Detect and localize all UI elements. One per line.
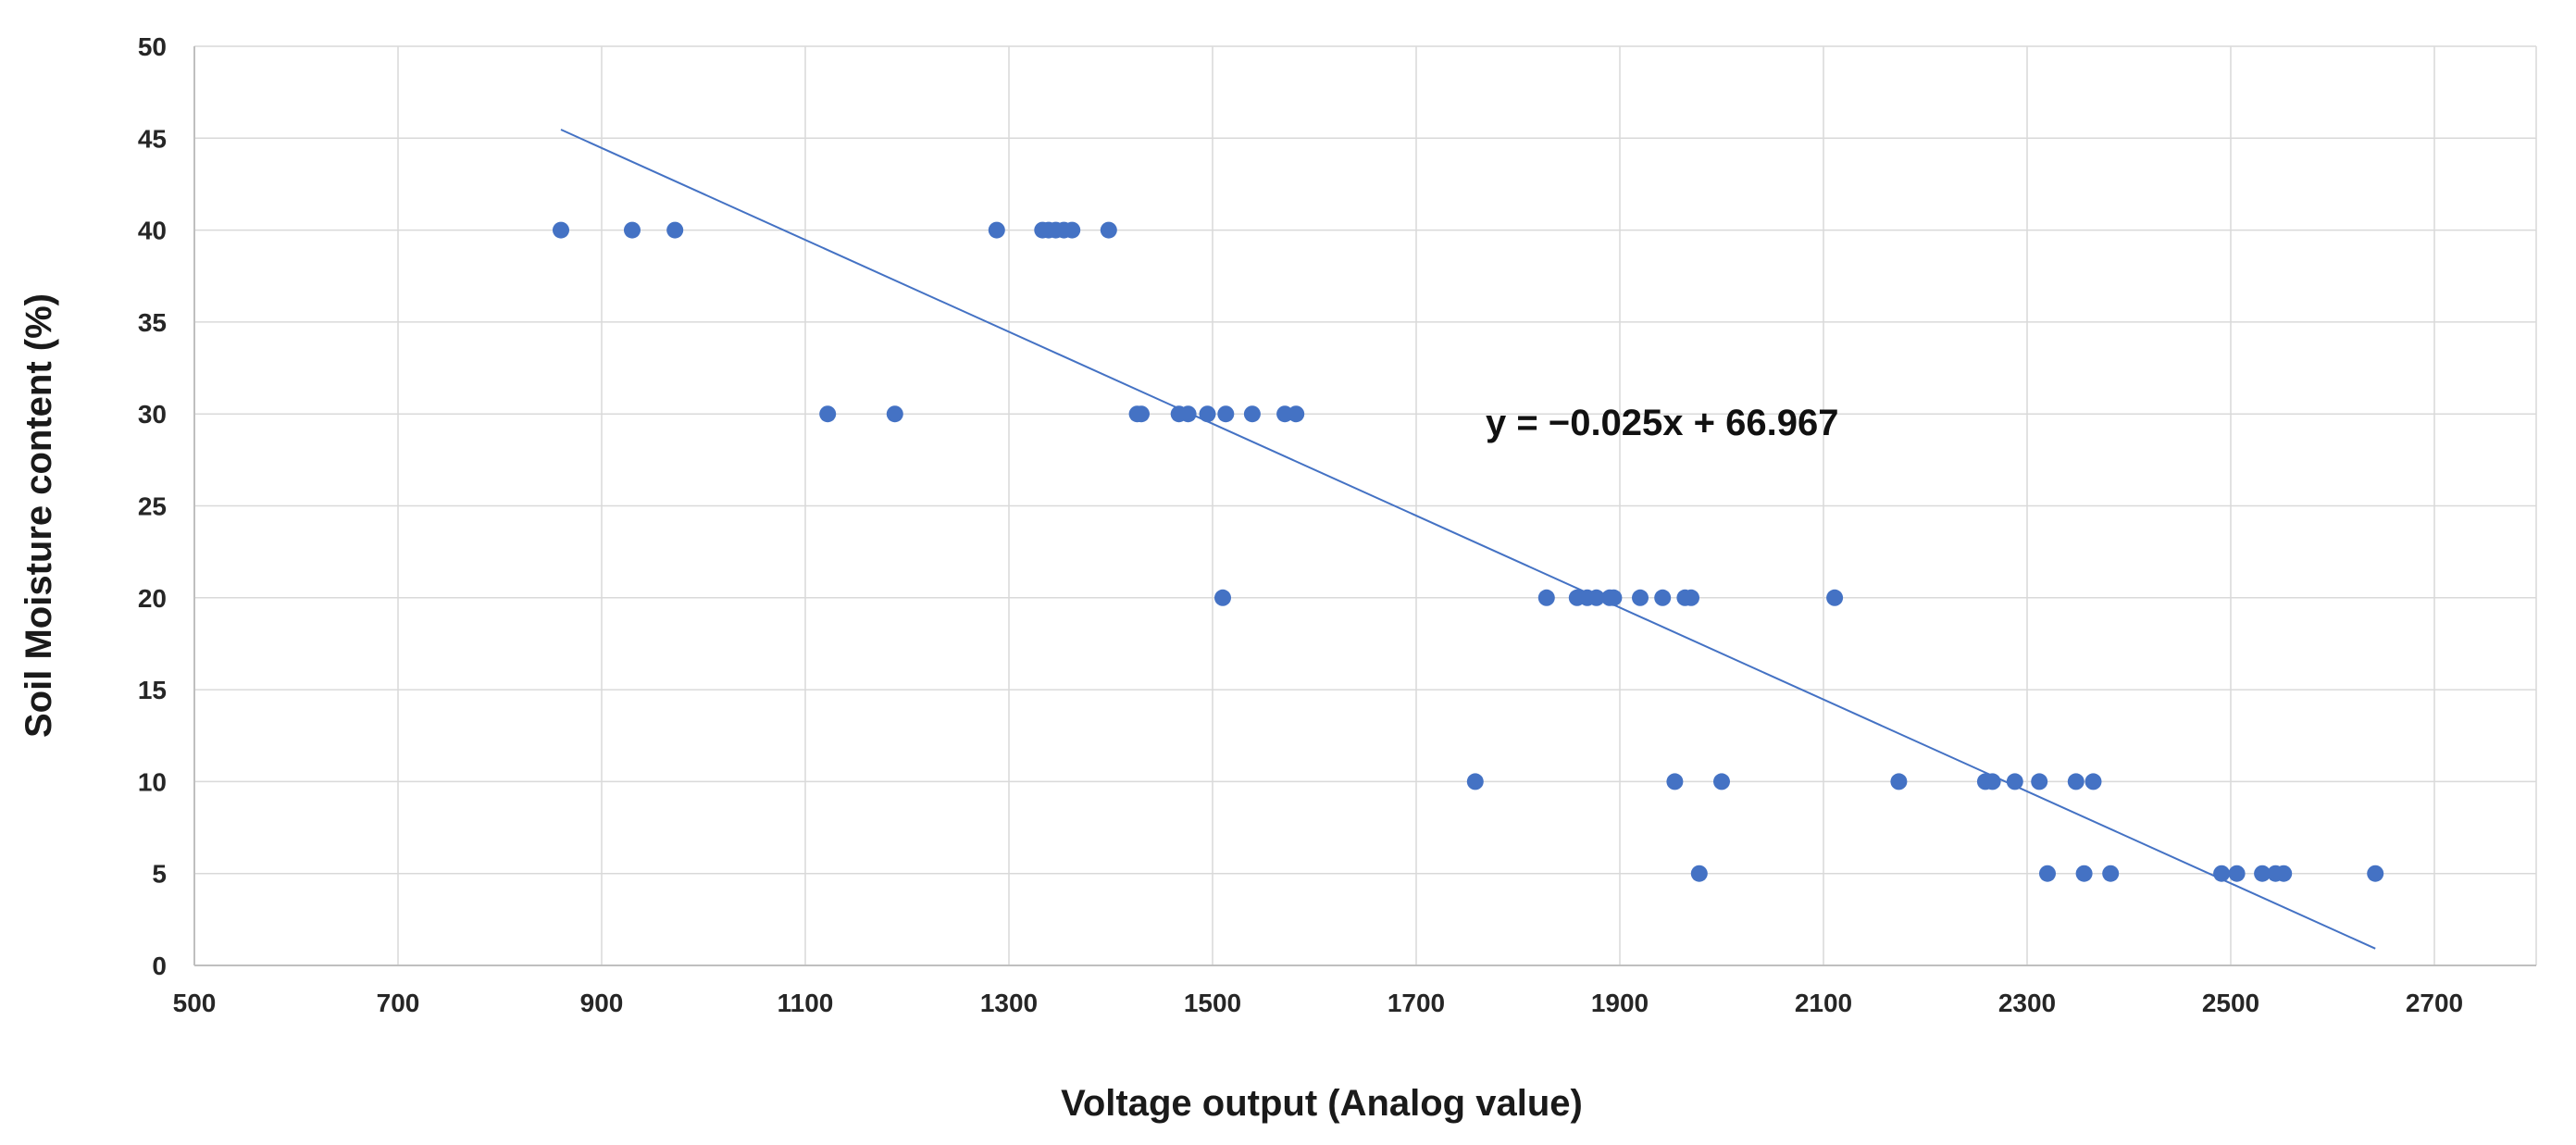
data-point (1666, 773, 1684, 790)
x-tick-label: 2500 (2202, 989, 2259, 1017)
data-point (624, 221, 641, 239)
data-point (2006, 773, 2023, 790)
data-point (1605, 589, 1623, 606)
y-tick-label: 35 (138, 308, 167, 337)
data-point (819, 405, 837, 423)
data-point (1064, 221, 1081, 239)
x-tick-label: 500 (173, 989, 217, 1017)
gridlines (194, 45, 2537, 965)
data-point (1632, 589, 1649, 606)
data-point (2084, 773, 2102, 790)
data-point (1199, 405, 1216, 423)
data-point (1288, 405, 1305, 423)
y-tick-label: 15 (138, 676, 167, 704)
data-point (1690, 865, 1708, 882)
x-tick-label: 1300 (980, 989, 1038, 1017)
data-point (1713, 773, 1730, 790)
x-tick-label: 1700 (1388, 989, 1445, 1017)
data-point (2067, 773, 2084, 790)
data-point (1133, 405, 1150, 423)
x-tick-label: 700 (377, 989, 420, 1017)
x-tick-label: 1500 (1184, 989, 1241, 1017)
y-axis-title: Soil Moisture content (%) (19, 293, 59, 738)
data-point (1537, 589, 1555, 606)
data-point (1214, 589, 1231, 606)
data-point (1217, 405, 1235, 423)
data-point (1100, 221, 1117, 239)
data-point (1466, 773, 1484, 790)
x-tick-label: 900 (580, 989, 624, 1017)
data-point (1179, 405, 1197, 423)
data-point (1683, 589, 1699, 606)
y-tick-label: 30 (138, 400, 167, 429)
data-point (2039, 865, 2056, 882)
y-tick-label: 10 (138, 767, 167, 796)
data-point (666, 221, 684, 239)
y-tick-label: 20 (138, 584, 167, 613)
data-point (2075, 865, 2093, 882)
data-point (2228, 865, 2246, 882)
data-point (1826, 589, 1844, 606)
trendline-equation: y = −0.025x + 66.967 (1486, 403, 1838, 443)
y-tick-label: 25 (138, 492, 167, 521)
x-tick-label: 2300 (1998, 989, 2056, 1017)
x-tick-label: 1900 (1591, 989, 1649, 1017)
data-point (886, 405, 903, 423)
data-point (2031, 773, 2048, 790)
x-axis-title: Voltage output (Analog value) (1061, 1083, 1583, 1124)
data-point (1243, 405, 1261, 423)
axes (193, 46, 2536, 966)
data-point (2367, 865, 2384, 882)
y-tick-label: 0 (152, 952, 167, 980)
data-point (1890, 773, 1908, 790)
data-point (1984, 773, 2001, 790)
y-tick-label: 5 (152, 860, 167, 889)
y-tick-label: 45 (138, 124, 167, 153)
data-points (553, 221, 2384, 882)
trendline (560, 129, 2376, 950)
data-point (2213, 865, 2231, 882)
x-tick-label: 2100 (1795, 989, 1852, 1017)
data-point (553, 221, 569, 239)
data-point (2254, 865, 2271, 882)
y-tick-label: 40 (138, 217, 167, 245)
x-tick-label: 2700 (2406, 989, 2463, 1017)
data-point (2275, 865, 2293, 882)
data-point (988, 221, 1005, 239)
data-point (2102, 865, 2120, 882)
tick-labels: 500 700 900 1100 1300 1500 1700 1900 2100 2300 250… (138, 32, 2463, 1017)
data-point (1587, 589, 1605, 606)
data-point (1654, 589, 1672, 606)
x-tick-label: 1100 (778, 989, 834, 1017)
y-tick-label: 50 (138, 32, 167, 61)
